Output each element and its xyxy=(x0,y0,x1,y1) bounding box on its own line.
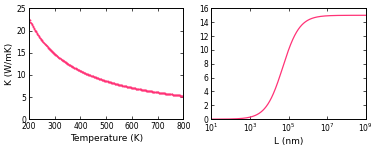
Y-axis label: K (W/mK): K (W/mK) xyxy=(5,43,14,85)
X-axis label: Temperature (K): Temperature (K) xyxy=(70,134,143,143)
X-axis label: L (nm): L (nm) xyxy=(274,137,303,146)
